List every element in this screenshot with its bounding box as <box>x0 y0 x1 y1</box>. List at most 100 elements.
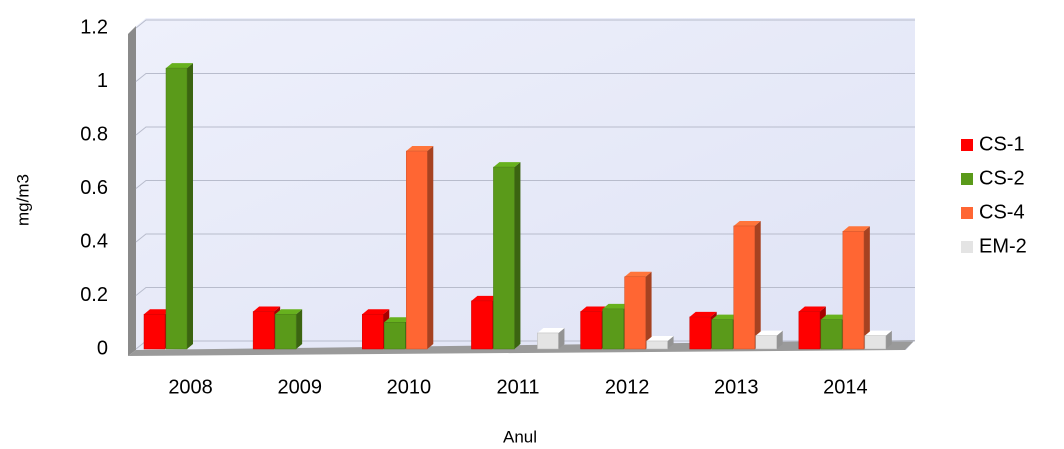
bar-side <box>863 226 870 349</box>
bar-top <box>275 309 303 315</box>
bar-top <box>406 146 434 152</box>
bar-side <box>754 220 761 349</box>
bar-top <box>798 306 826 312</box>
bar-front <box>252 311 275 350</box>
bar-side <box>427 146 434 349</box>
x-tick-label: 2009 <box>277 376 322 398</box>
x-tick-label: 2011 <box>496 376 539 398</box>
bar-front <box>165 67 188 350</box>
bar <box>537 327 565 350</box>
y-tick-label: 0.8 <box>80 123 108 145</box>
bar-top <box>755 330 783 336</box>
bar-side <box>667 335 674 349</box>
bar-front <box>646 340 668 350</box>
y-tick-label: 1 <box>97 70 108 92</box>
bar-top <box>384 317 412 323</box>
side-wall <box>128 26 136 356</box>
bar <box>842 226 870 350</box>
bar <box>493 162 521 350</box>
bar <box>864 330 892 350</box>
legend-label: CS-1 <box>979 133 1025 155</box>
y-tick-label: 0.6 <box>80 177 108 199</box>
grid-line <box>135 126 915 136</box>
x-tick-label: 2014 <box>823 376 868 398</box>
bar-top <box>602 303 630 309</box>
grid-line <box>135 180 915 189</box>
bar-top <box>646 335 674 341</box>
bar-front <box>580 311 602 350</box>
bar-top <box>537 327 565 333</box>
y-axis-label: mg/m3 <box>13 174 32 226</box>
bar-front <box>602 308 624 350</box>
grid-line <box>135 73 915 82</box>
bar-top <box>580 306 608 312</box>
bar-side <box>776 330 783 349</box>
legend-label: CS-4 <box>979 201 1025 223</box>
y-tick-label: 1.2 <box>80 16 108 38</box>
bar <box>165 63 193 350</box>
bar-top <box>624 271 652 277</box>
bar-front <box>384 322 406 350</box>
bar <box>274 309 303 350</box>
legend-label: EM-2 <box>979 235 1027 257</box>
bar-top <box>820 314 848 320</box>
bar-front <box>493 166 515 350</box>
bar <box>406 146 434 350</box>
legend-label: CS-2 <box>979 167 1025 189</box>
bar-top <box>711 314 739 320</box>
bar-front <box>362 313 384 350</box>
bar-side <box>645 271 652 349</box>
grid-line <box>135 19 915 29</box>
legend-swatch <box>961 173 973 185</box>
bar-front <box>406 150 428 350</box>
bar-side <box>514 162 521 349</box>
x-tick-label: 2008 <box>168 376 213 398</box>
x-axis-label: Anul <box>503 427 537 446</box>
bar-top <box>471 295 499 301</box>
bar-top <box>144 309 171 315</box>
grid-line <box>135 287 915 296</box>
bar-side <box>187 63 193 349</box>
bar-side <box>885 330 892 349</box>
legend-swatch <box>961 139 973 151</box>
grid-line <box>135 233 915 243</box>
x-tick-label: 2012 <box>605 376 650 398</box>
legend-swatch <box>961 207 973 219</box>
y-tick-label: 0.4 <box>80 230 108 252</box>
bar-top <box>733 220 761 226</box>
bar-top <box>689 311 717 317</box>
legend-swatch <box>961 241 973 253</box>
bar-top <box>253 306 281 312</box>
bar-front <box>689 316 711 350</box>
bar-top <box>166 63 193 69</box>
bar-top <box>842 226 870 232</box>
bar-front <box>733 225 755 350</box>
y-tick-label: 0.2 <box>80 284 108 306</box>
x-tick-label: 2010 <box>387 376 432 398</box>
bar-front <box>864 335 887 350</box>
bar-top <box>493 162 521 168</box>
bar-front <box>537 332 559 350</box>
bar-side <box>558 327 565 349</box>
bar <box>646 335 674 350</box>
bar-front <box>842 231 865 350</box>
bar <box>143 309 171 350</box>
bar-side <box>296 309 303 349</box>
bar-front <box>755 335 777 350</box>
bar-front <box>798 311 821 350</box>
bar <box>733 220 761 350</box>
bar <box>755 330 783 350</box>
plot-wall <box>136 18 915 350</box>
bar-front <box>143 313 166 350</box>
y-tick-label: 0 <box>97 337 108 359</box>
bar-front <box>820 319 843 350</box>
bar-front <box>274 313 297 350</box>
x-tick-label: 2013 <box>714 376 759 398</box>
bar-front <box>624 276 646 350</box>
bar <box>624 271 652 350</box>
bar-top <box>864 330 892 336</box>
bar-front <box>471 300 493 350</box>
bar-front <box>711 319 733 350</box>
bar-top <box>362 309 390 315</box>
